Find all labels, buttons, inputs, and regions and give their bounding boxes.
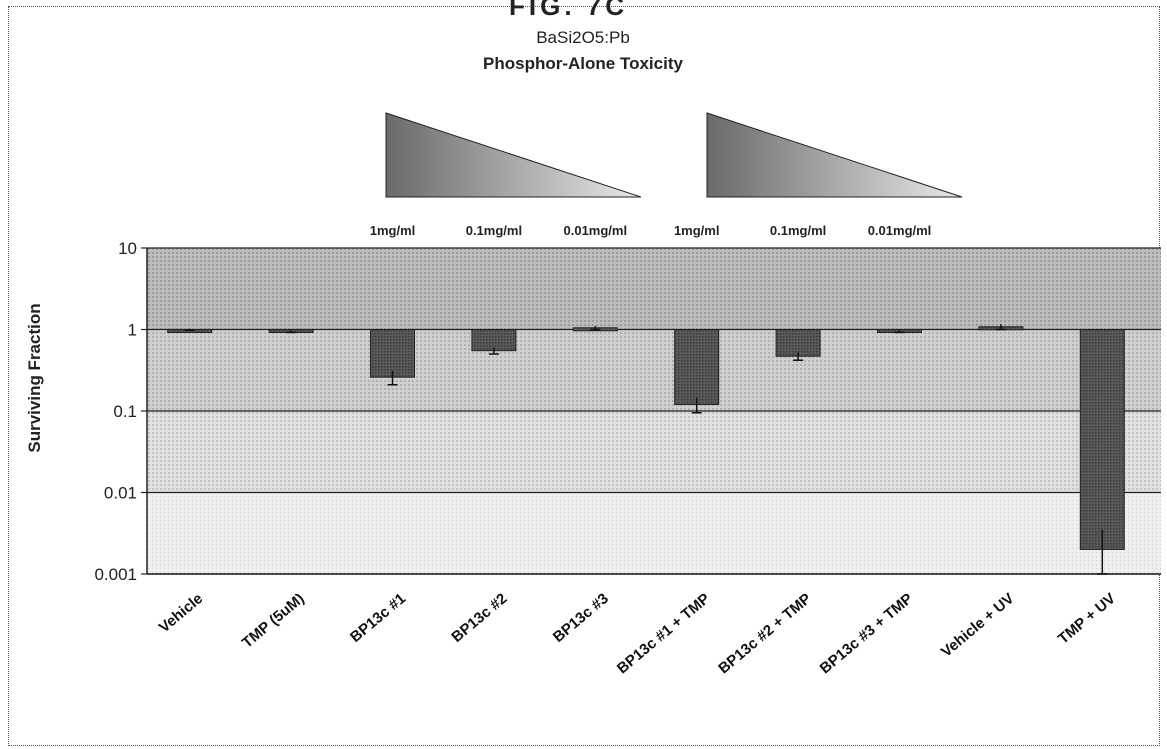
category-label: BP13c #1 + TMP — [614, 590, 713, 677]
gridlines — [141, 247, 1161, 575]
dose-label: 0.01mg/ml — [868, 223, 932, 238]
y-tick-labels: 10 1 0.1 0.01 0.001 — [94, 239, 137, 584]
plot-band — [147, 492, 1161, 574]
category-label: Vehicle + UV — [938, 590, 1018, 661]
plot-band — [147, 329, 1161, 411]
category-label: TMP (5uM) — [239, 590, 308, 652]
dose-wedge-1 — [385, 112, 642, 198]
y-tick-label: 1 — [128, 321, 137, 340]
category-label: BP13c #2 + TMP — [715, 590, 814, 677]
plot-background — [147, 248, 1161, 574]
dose-wedge-2 — [706, 112, 963, 198]
y-axis-label: Surviving Fraction — [25, 303, 44, 452]
dose-label: 0.01mg/ml — [564, 223, 628, 238]
dose-label: 0.1mg/ml — [466, 223, 522, 238]
y-tick-label: 0.1 — [113, 402, 137, 421]
bar — [370, 329, 415, 378]
category-label: TMP + UV — [1055, 590, 1119, 648]
plot-band — [147, 248, 1161, 330]
category-label: BP13c #2 — [448, 590, 510, 646]
category-labels: Vehicle TMP (5uM) BP13c #1 BP13c #2 BP13c #3… — [156, 590, 1119, 677]
bar — [1079, 329, 1125, 550]
bar — [471, 329, 517, 352]
dose-label: 1mg/ml — [674, 223, 720, 238]
y-tick-label: 0.01 — [104, 484, 137, 503]
chart-title: BaSi2O5:Pb — [536, 28, 630, 47]
dose-labels: 1mg/ml 0.1mg/ml 0.01mg/ml 1mg/ml 0.1mg/ml 0.0… — [370, 223, 932, 238]
y-tick-label: 0.001 — [94, 565, 137, 584]
category-label: BP13c #1 — [347, 590, 409, 646]
dose-label: 0.1mg/ml — [770, 223, 826, 238]
bars — [167, 324, 1125, 575]
dose-label: 1mg/ml — [370, 223, 416, 238]
plot-band — [147, 411, 1161, 493]
category-label: BP13c #3 — [550, 590, 612, 646]
category-label: BP13c #3 + TMP — [817, 590, 916, 677]
bar — [775, 329, 821, 357]
chart-subtitle: Phosphor-Alone Toxicity — [483, 54, 683, 73]
category-label: Vehicle — [156, 590, 207, 636]
figure-label: FIG. 7C — [509, 0, 629, 21]
bar — [674, 329, 720, 406]
y-tick-label: 10 — [118, 239, 137, 258]
